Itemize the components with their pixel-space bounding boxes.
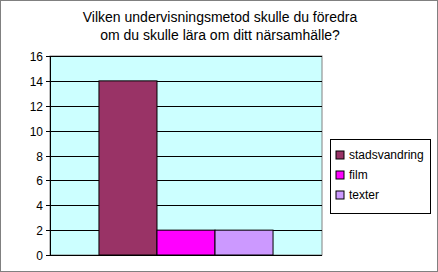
tick-mark — [46, 131, 50, 132]
tick-label: 4 — [36, 199, 43, 213]
tick-mark — [46, 56, 50, 57]
tick-mark — [46, 156, 50, 157]
tick-mark — [46, 106, 50, 107]
grid-line — [50, 81, 322, 82]
tick-mark — [46, 180, 50, 181]
grid-line — [50, 131, 322, 132]
chart-title: Vilken undervisningsmetod skulle du före… — [83, 9, 358, 43]
legend-swatch — [336, 151, 344, 159]
chart-frame — [1, 1, 438, 272]
tick-label: 6 — [36, 174, 43, 188]
tick-mark — [46, 230, 50, 231]
tick-label: 8 — [36, 150, 43, 164]
tick-label: 2 — [36, 224, 43, 238]
tick-label: 14 — [30, 75, 44, 89]
x-axis — [50, 255, 322, 256]
grid-line — [50, 106, 322, 107]
grid-line — [50, 156, 322, 157]
bar — [99, 81, 157, 255]
tick-label: 0 — [36, 249, 43, 263]
legend-label: stadsvandring — [349, 148, 424, 162]
legend-label: film — [349, 168, 368, 182]
legend-frame — [331, 140, 431, 214]
grid-line — [50, 180, 322, 181]
bars — [99, 81, 273, 255]
title-line: om du skulle lära om ditt närsamhälle? — [100, 27, 340, 43]
bar — [157, 230, 215, 255]
tick-mark — [46, 81, 50, 82]
tick-label: 10 — [30, 125, 44, 139]
tick-label: 16 — [30, 50, 44, 64]
tick-mark — [46, 255, 50, 256]
tick-label: 12 — [30, 100, 44, 114]
title-line: Vilken undervisningsmetod skulle du före… — [83, 9, 358, 25]
grid-line — [50, 205, 322, 206]
legend-swatch — [336, 191, 344, 199]
legend-label: texter — [349, 188, 379, 202]
grid-line — [50, 255, 322, 256]
legend: stadsvandring film texter — [331, 140, 431, 214]
bar — [215, 230, 273, 255]
legend-swatch — [336, 171, 344, 179]
grid: 0 2 4 6 8 10 12 14 16 — [30, 50, 322, 263]
grid-line — [50, 56, 322, 57]
plot-area — [50, 56, 322, 255]
chart-container: Vilken undervisningsmetod skulle du före… — [0, 0, 438, 272]
y-axis — [50, 56, 51, 255]
tick-mark — [46, 205, 50, 206]
chart: Vilken undervisningsmetod skulle du före… — [0, 0, 438, 272]
